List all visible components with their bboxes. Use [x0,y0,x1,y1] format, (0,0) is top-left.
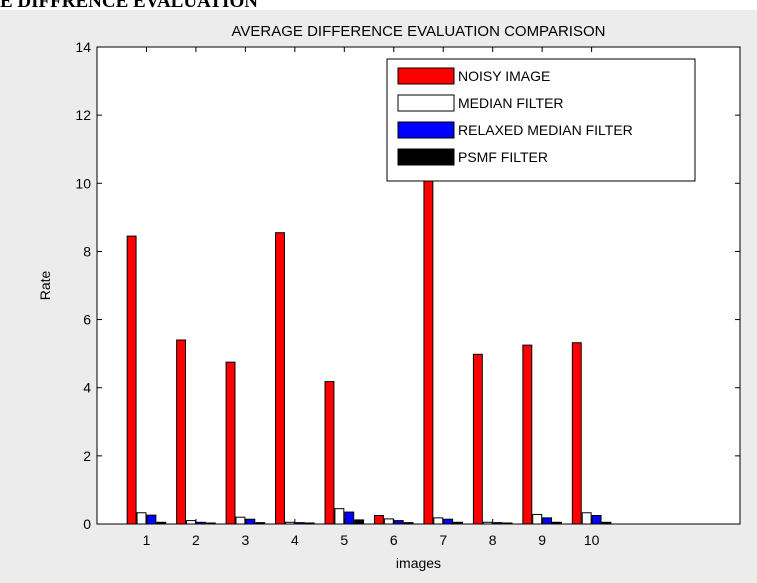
legend-label: PSMF FILTER [458,149,548,165]
y-axis-label: Rate [37,271,53,301]
x-tick-label: 8 [489,532,497,548]
bar-3-6 [393,520,404,525]
bar-3-9 [542,517,553,525]
bar-3-5 [344,511,355,525]
bar-2-3 [235,516,246,525]
bar-1-10 [571,342,582,525]
x-tick-label: 10 [584,532,600,548]
bars-group [126,152,612,525]
legend: NOISY IMAGE MEDIAN FILTER RELAXED MEDIAN F… [386,58,696,182]
bar-1-6 [373,514,384,525]
bar-2-10 [581,512,592,525]
bar-2-2 [186,520,196,525]
bar-1-9 [522,344,533,525]
x-tick-label: 1 [143,532,151,548]
x-tick-label: 5 [340,532,348,548]
legend-label: MEDIAN FILTER [458,95,564,111]
bar-2-5 [334,508,345,525]
y-tick-label: 12 [75,107,91,123]
x-tick-label: 2 [192,532,200,548]
chart-title: AVERAGE DIFFERENCE EVALUATION COMPARISON [232,23,606,40]
legend-swatch [397,148,455,166]
y-tick-label: 0 [83,516,91,532]
axes-frame [96,46,741,525]
bar-2-6 [383,518,394,525]
bar-1-1 [126,235,137,525]
x-axis-label: images [396,555,441,571]
bar-3-1 [146,514,157,525]
bar-2-9 [532,513,543,525]
figure-window: 0 2 4 6 8 10 12 14 1 2 3 4 5 6 7 8 9 10 AVERAGE DIFFERENC… [0,10,757,583]
bar-1-7 [423,152,434,525]
bar-4-5 [354,519,365,525]
legend-label: RELAXED MEDIAN FILTER [458,122,633,138]
y-tick-label: 6 [83,312,91,328]
y-tick-label: 4 [83,380,91,396]
bar-1-8 [472,353,483,525]
x-tick-label: 6 [390,532,398,548]
y-tick-label: 2 [83,448,91,464]
y-tick-label: 10 [75,175,91,191]
y-tick-label: 8 [83,243,91,259]
x-tick-label: 3 [241,532,249,548]
legend-swatch [397,94,455,112]
bar-3-10 [591,514,602,525]
x-tick-label: 4 [291,532,299,548]
bar-3-7 [443,518,454,525]
bar-3-3 [245,518,256,525]
legend-swatch [397,67,455,85]
document-heading: E DIFFRENCE EVALUATION [0,0,258,12]
bar-1-4 [275,232,285,525]
bar-1-2 [176,339,187,525]
bar-1-3 [225,361,236,525]
legend-swatch [397,121,455,139]
y-tick-label: 14 [75,39,91,55]
legend-label: NOISY IMAGE [458,68,550,84]
bar-2-1 [136,512,147,525]
bar-2-7 [433,517,444,525]
bar-1-5 [324,381,335,525]
x-tick-label: 7 [439,532,447,548]
x-tick-label: 9 [538,532,546,548]
